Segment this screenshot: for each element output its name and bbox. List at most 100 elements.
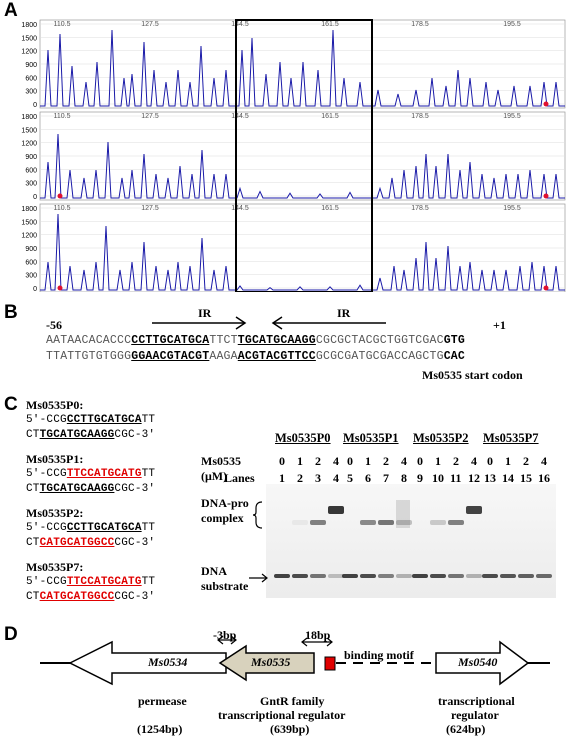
lane-concentration: 0 [417,454,423,468]
sequence-top-strand: AATAACACACCCCCTTGCATGCATTCTTGCATGCAAGGCG… [46,334,466,347]
x-tick-label: 110.5 [54,21,71,28]
x-tick-label: 144.5 [231,21,249,28]
lane-concentration: 1 [505,454,511,468]
probe-sequence-line: 5'-CCGCCTTGCATGCATT [26,414,156,426]
complex-band [430,520,446,525]
complex-bracket [252,501,263,529]
lane-concentration: 2 [453,454,459,468]
lane-number: 13 [484,471,496,485]
lane-concentration: 2 [383,454,389,468]
complex-band [378,520,394,525]
probe-name: Ms0535P0: [26,398,84,412]
x-tick-label: 195.5 [503,113,521,120]
complex-band [328,506,344,514]
probe-entry: Ms0535P7: 5'-CCGTTCCATGCATGTT CTCATGCATGGC… [26,560,216,605]
substrate-band [482,574,498,578]
substrate-band [448,574,464,578]
probe-entry: Ms0535P1: 5'-CCGTTCCATGCATGTT CTTGCATGCAAG… [26,452,216,497]
gap-3bp-indicator [217,635,237,645]
substrate-band [328,574,344,578]
y-tick-label: 0 [33,102,37,109]
probe-entry: Ms0535P0: 5'-CCGCCTTGCATGCATT CTTGCATGCAAG… [26,398,216,443]
x-tick-label: 110.5 [54,113,71,120]
y-tick-label: 300 [25,273,37,280]
x-tick-label: 178.5 [411,21,429,28]
lane-concentration: 4 [471,454,477,468]
probe-name: Ms0535P7: [26,560,84,574]
probe-sequence-line: 5'-CCGTTCCATGCATGTT [26,468,156,480]
y-tick-label: 0 [33,286,37,292]
gene-ms0534-label: Ms0534 [148,655,188,669]
substrate-label: DNA substrate [201,564,249,593]
y-tick-label: 300 [25,89,37,96]
concentration-label: Ms0535 (μM) [201,454,241,483]
complex-band [360,520,376,525]
binding-motif-box [324,656,336,671]
probe-sequence-line: CTTGCATGCAAGGCGC-3' [26,429,156,441]
ir-label-right: IR [337,306,351,320]
marker-dot [57,285,63,291]
x-tick-label: 127.5 [141,205,159,212]
substrate-band [274,574,290,578]
start-codon-label: Ms0535 start codon [422,368,523,382]
probe-name: Ms0535P2: [26,506,84,520]
panel-a-label: A [4,0,18,21]
lane-number: 11 [450,471,462,485]
complex-band [292,520,308,525]
arrow-left-icon [271,316,283,330]
lane-number: 4 [333,471,339,485]
x-tick-label: 110.5 [54,205,71,212]
substrate-band [412,574,428,578]
lane-number: 14 [502,471,514,485]
x-tick-label: 195.5 [503,205,521,212]
gel-group-label: Ms0535P2 [413,431,469,445]
marker-dot [57,193,63,199]
marker-dot [543,101,549,107]
y-tick-label: 900 [25,246,37,253]
x-tick-label: 144.5 [231,113,249,120]
probe-sequence-line: CTTGCATGCAAGGCGC-3' [26,483,156,495]
ir-arrows [152,316,386,330]
probe-sequence-line: 5'-CCGTTCCATGCATGTT [26,576,156,588]
gene-ms0540-arrow [435,640,530,686]
marker-dot [543,285,549,291]
panel-b-label: B [4,302,18,323]
y-tick-label: 1200 [21,49,37,56]
x-tick-label: 144.5 [231,205,249,212]
gap-18bp-indicator [301,637,333,647]
gap-3bp-label: -3bp [213,628,237,642]
substrate-band [430,574,446,578]
substrate-band [378,574,394,578]
complex-band [310,520,326,525]
substrate-arrow-icon [249,573,268,583]
lane-number: 6 [365,471,371,485]
lane-number: 10 [432,471,444,485]
complex-label: DNA-pro complex [201,496,249,525]
chromatogram-trace [40,213,565,291]
probe-sequence-line: CTCATGCATGGCCCGC-3' [26,591,156,603]
lane-number: 3 [315,471,321,485]
lane-concentration: 4 [333,454,339,468]
chromatogram-trace [40,29,565,107]
binding-motif-label: binding motif [344,648,414,662]
gene-ms0540-label: Ms0540 [458,655,498,669]
chromatogram-trace [40,133,565,199]
gene-map [40,635,550,686]
ir-label-left: IR [198,306,212,320]
substrate-band [500,574,516,578]
y-tick-label: 1800 [21,22,37,29]
y-tick-label: 600 [25,75,37,82]
probe-entry: Ms0535P2: 5'-CCGCCTTGCATGCATT CTCATGCATGGC… [26,506,216,551]
y-tick-label: 1500 [21,127,37,134]
probe-name: Ms0535P1: [26,452,84,466]
x-tick-label: 161.5 [321,205,339,212]
complex-band [466,506,482,514]
lane-number: 16 [538,471,550,485]
y-tick-label: 1200 [21,141,37,148]
gene-ms0535-size: (639bp) [270,722,310,736]
sequence-bottom-strand: TTATTGTGTGGGGGAACGTACGTAAGAACGTACGTTCCGC… [46,350,466,363]
y-tick-label: 0 [33,194,37,201]
lane-number: 15 [520,471,532,485]
y-tick-label: 600 [25,259,37,266]
y-tick-label: 900 [25,154,37,161]
